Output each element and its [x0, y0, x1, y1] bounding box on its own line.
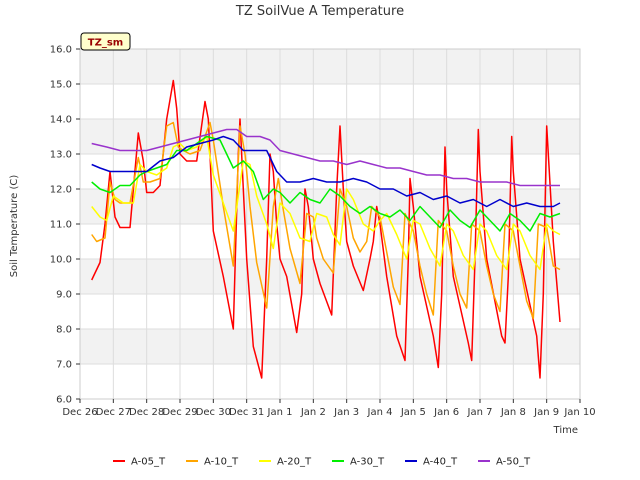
- x-tick-label: Dec 27: [96, 407, 131, 418]
- x-tick-label: Jan 1: [267, 407, 293, 418]
- series-line-a-30-t: [91, 135, 561, 232]
- x-axis-title: Time: [553, 425, 578, 436]
- x-tick-label: Jan 9: [533, 407, 559, 418]
- x-tick-label: Dec 30: [196, 407, 231, 418]
- y-tick-label: 14.0: [50, 115, 72, 126]
- plot-area: [79, 48, 581, 400]
- grid-band: [80, 259, 580, 294]
- x-tick-label: Jan 8: [500, 407, 526, 418]
- x-tick-label: Jan 2: [300, 407, 326, 418]
- legend-label-a-40-t: A-40_T: [423, 457, 458, 468]
- site-label-box: [80, 32, 131, 51]
- grid-band: [80, 189, 580, 224]
- grid-band: [80, 49, 580, 84]
- y-tick-label: 12.0: [50, 185, 72, 196]
- x-tick-label: Jan 7: [467, 407, 493, 418]
- legend-label-a-30-t: A-30_T: [350, 457, 385, 468]
- site-label-badge: TZ_sm: [80, 32, 131, 51]
- x-tick-label: Jan 4: [367, 407, 393, 418]
- y-axis-title: Soil Temperature (C): [9, 175, 20, 278]
- x-tick-label: Jan 6: [433, 407, 459, 418]
- x-tick-label: Dec 26: [62, 407, 97, 418]
- series-line-a-50-t: [91, 128, 560, 187]
- x-tick-label: Jan 5: [400, 407, 426, 418]
- legend: A-05_T A-10_T A-20_T A-30_T A-40_T A-50_T: [113, 457, 531, 468]
- series-line-a-20-t: [91, 135, 561, 271]
- y-tick-label: 6.0: [56, 395, 72, 406]
- y-axis: 6.0 7.0 8.0 9.0 10.0 11.0 12.0 13.0 14.0 15.0 16.0: [50, 45, 80, 406]
- series-line-a-10-t: [91, 121, 561, 320]
- x-tick-label: Dec 28: [129, 407, 164, 418]
- site-label-text: TZ_sm: [88, 38, 123, 49]
- y-tick-label: 13.0: [50, 150, 72, 161]
- legend-label-a-50-t: A-50_T: [496, 457, 531, 468]
- y-tick-label: 10.0: [50, 255, 72, 266]
- series-line-a-40-t: [91, 135, 561, 208]
- x-tick-label: Dec 29: [162, 407, 197, 418]
- x-tick-label: Dec 31: [229, 407, 264, 418]
- y-tick-label: 7.0: [56, 360, 72, 371]
- y-tick-label: 8.0: [56, 325, 72, 336]
- y-tick-label: 16.0: [50, 45, 72, 56]
- y-tick-label: 9.0: [56, 290, 72, 301]
- y-tick-label: 15.0: [50, 80, 72, 91]
- chart-title: TZ SoilVue A Temperature: [235, 4, 404, 19]
- series-line-a-05-t: [91, 79, 561, 379]
- legend-label-a-20-t: A-20_T: [277, 457, 312, 468]
- legend-label-a-05-t: A-05_T: [131, 457, 166, 468]
- y-tick-label: 11.0: [50, 220, 72, 231]
- x-tick-label: Jan 3: [333, 407, 359, 418]
- grid-band: [80, 329, 580, 364]
- x-tick-label: Jan 10: [563, 407, 595, 418]
- series-layer: [91, 79, 561, 379]
- legend-label-a-10-t: A-10_T: [204, 457, 239, 468]
